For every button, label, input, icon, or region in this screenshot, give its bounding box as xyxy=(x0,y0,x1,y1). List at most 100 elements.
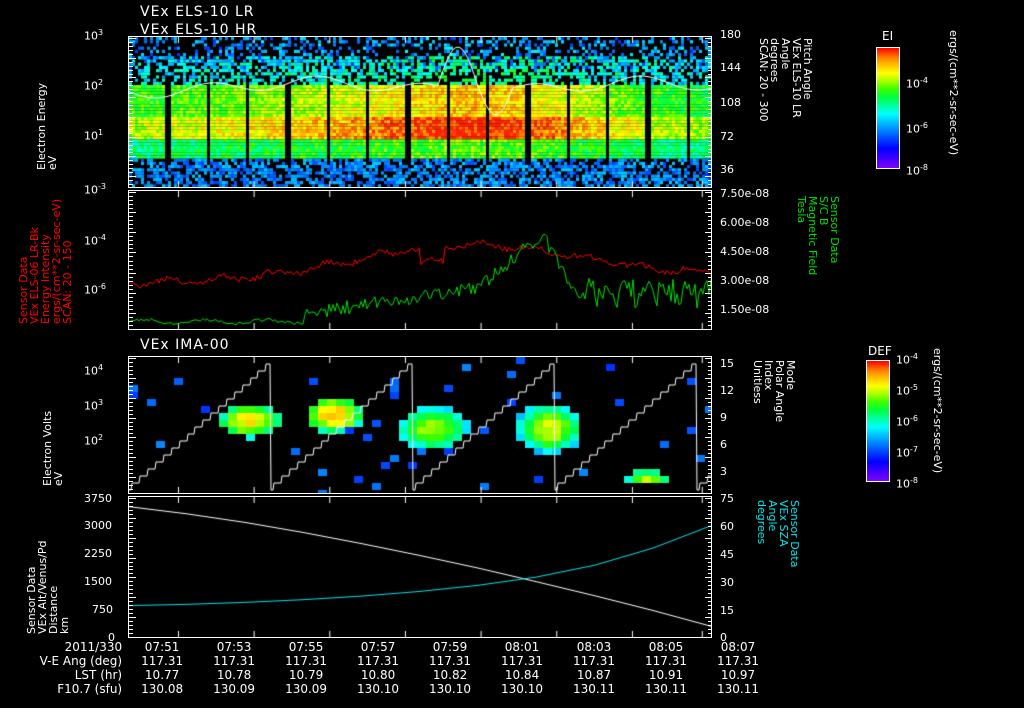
panel4-left-minor-ticks xyxy=(129,633,133,635)
panel3-right-minor-ticks xyxy=(708,389,712,391)
panel4-ytick-750: 750 xyxy=(92,603,113,616)
panel3-right-minor-ticks xyxy=(708,461,712,463)
panel1-right-minor-ticks xyxy=(705,77,712,79)
panel2-left-minor-ticks xyxy=(129,304,133,306)
footer-cell: 117.31 xyxy=(141,654,184,668)
colorbar-def xyxy=(866,360,890,482)
panel3-left-minor-ticks xyxy=(129,385,133,387)
panel4-right-ytick-15: 15 xyxy=(720,604,734,617)
footer-cell: 08:05 xyxy=(648,640,684,654)
panel3-left-minor-ticks xyxy=(129,477,136,479)
panel4-right-minor-ticks xyxy=(708,625,712,627)
panel3-left-minor-ticks xyxy=(129,417,136,419)
panel2-right-minor-ticks xyxy=(708,316,712,318)
panel1-left-minor-ticks xyxy=(129,45,133,47)
panel2-left-minor-ticks xyxy=(129,296,133,298)
panel4-left-minor-ticks xyxy=(129,629,133,631)
panel3-right-minor-ticks xyxy=(708,449,712,451)
panel4-right-minor-ticks xyxy=(708,533,712,535)
panel1-left-minor-ticks xyxy=(129,144,133,146)
panel4-right-ytick-0: 0 xyxy=(720,631,727,644)
panel4-right-minor-ticks xyxy=(708,573,712,575)
panel3-left-minor-ticks xyxy=(129,373,133,375)
panel2-right-minor-ticks xyxy=(708,240,712,242)
panel4-right-minor-ticks xyxy=(708,561,712,563)
panel3-right-minor-ticks xyxy=(708,361,712,363)
panel4-right-axis-sensor: Sensor Data xyxy=(788,500,801,568)
footer-cell: 117.31 xyxy=(285,654,328,668)
panel1-right-minor-ticks xyxy=(708,105,712,107)
panel2-right-minor-ticks xyxy=(708,308,712,310)
panel1-left-axis-label-line1: Electron Energy xyxy=(35,82,48,170)
panel1-left-axis-label-line2: eV xyxy=(46,155,59,170)
panel3-left-axis-label-line2: eV xyxy=(52,471,65,486)
panel2-left-minor-ticks xyxy=(129,272,136,274)
panel4-left-minor-ticks xyxy=(129,589,133,591)
panel3-left-minor-ticks xyxy=(129,429,133,431)
footer-cell: 07:57 xyxy=(360,640,396,654)
colorbar-def-tick-1e-7: 10-7 xyxy=(896,445,918,460)
panel3-right-minor-ticks xyxy=(705,457,712,459)
panel1-right-minor-ticks xyxy=(708,85,712,87)
panel4-ytick-3750: 3750 xyxy=(84,492,112,505)
panel1-right-minor-ticks xyxy=(708,101,712,103)
panel2-right-minor-ticks xyxy=(708,300,712,302)
panel3-left-minor-ticks xyxy=(129,381,133,383)
panel3-right-minor-ticks xyxy=(705,437,712,439)
panel3-right-minor-ticks xyxy=(708,481,712,483)
panel1-right-minor-ticks xyxy=(708,168,712,170)
panel3-right-minor-ticks xyxy=(708,441,712,443)
footer-cell: 117.31 xyxy=(429,654,472,668)
panel1-right-minor-ticks xyxy=(708,152,712,154)
panel3-left-minor-ticks xyxy=(129,433,133,435)
panel3-left-minor-ticks xyxy=(129,358,136,359)
panel2-left-minor-ticks xyxy=(129,216,133,218)
panel3-right-minor-ticks xyxy=(708,381,712,383)
panel4-right-minor-ticks xyxy=(708,569,712,571)
panel2-left-minor-ticks xyxy=(129,236,133,238)
panel3-right-minor-ticks xyxy=(708,425,712,427)
panel1-right-ytick-72: 72 xyxy=(720,130,734,143)
panel1-right-ytick-36: 36 xyxy=(720,163,734,176)
panel4-right-ytick-60: 60 xyxy=(720,520,734,533)
panel3-left-minor-ticks xyxy=(129,489,133,491)
panel3-left-minor-ticks xyxy=(129,377,136,379)
panel3-left-minor-ticks xyxy=(129,401,133,403)
panel4-ytick-0: 0 xyxy=(108,631,115,644)
ima-spectrogram-canvas xyxy=(129,357,711,493)
panel2-right-minor-ticks xyxy=(708,268,712,270)
panel1-left-minor-ticks xyxy=(129,65,133,67)
panel1-right-axis-angle: Angle xyxy=(779,38,792,70)
panel3-right-minor-ticks xyxy=(708,465,712,467)
footer-cell: 130.10 xyxy=(429,682,472,696)
panel1-right-minor-ticks xyxy=(708,41,712,43)
panel3-left-minor-ticks xyxy=(129,437,136,439)
panel4-right-minor-ticks xyxy=(708,565,712,567)
panel4-left-minor-ticks xyxy=(129,505,133,507)
panel1-right-minor-ticks xyxy=(708,49,712,51)
panel3-right-axis-mode: Mode xyxy=(784,360,797,390)
panel4-right-minor-ticks xyxy=(708,501,712,503)
footer-cell: 117.31 xyxy=(716,654,759,668)
panel4-right-minor-ticks xyxy=(708,605,712,607)
footer-cell: 07:55 xyxy=(288,640,324,654)
panel4-right-minor-ticks xyxy=(708,629,712,631)
panel2-right-minor-ticks xyxy=(705,232,712,234)
panel3-right-minor-ticks xyxy=(705,377,712,379)
panel1-left-minor-ticks xyxy=(129,128,133,130)
colorbar-def-tick-1e-5: 10-5 xyxy=(896,383,918,398)
panel2-right-ytick-300e-08: 3.00e-08 xyxy=(720,274,770,287)
panel1-right-minor-ticks xyxy=(705,38,712,39)
panel4-right-minor-ticks xyxy=(705,537,712,539)
panel2-left-minor-ticks xyxy=(129,260,133,262)
footer-cell: 10.77 xyxy=(144,668,180,682)
panel1-left-minor-ticks xyxy=(129,38,136,39)
footer-cell: 10.79 xyxy=(288,668,324,682)
panel3-right-minor-ticks xyxy=(705,417,712,419)
panel3-left-minor-ticks xyxy=(129,485,133,487)
panel3-left-axis-label-line1: Electron Volts xyxy=(41,410,54,486)
panel2-right-minor-ticks xyxy=(705,192,712,193)
panel4-right-minor-ticks xyxy=(705,617,712,619)
colorbar-def-tick-1e-4: 10-4 xyxy=(896,352,918,367)
panel1-right-minor-ticks xyxy=(705,57,712,59)
